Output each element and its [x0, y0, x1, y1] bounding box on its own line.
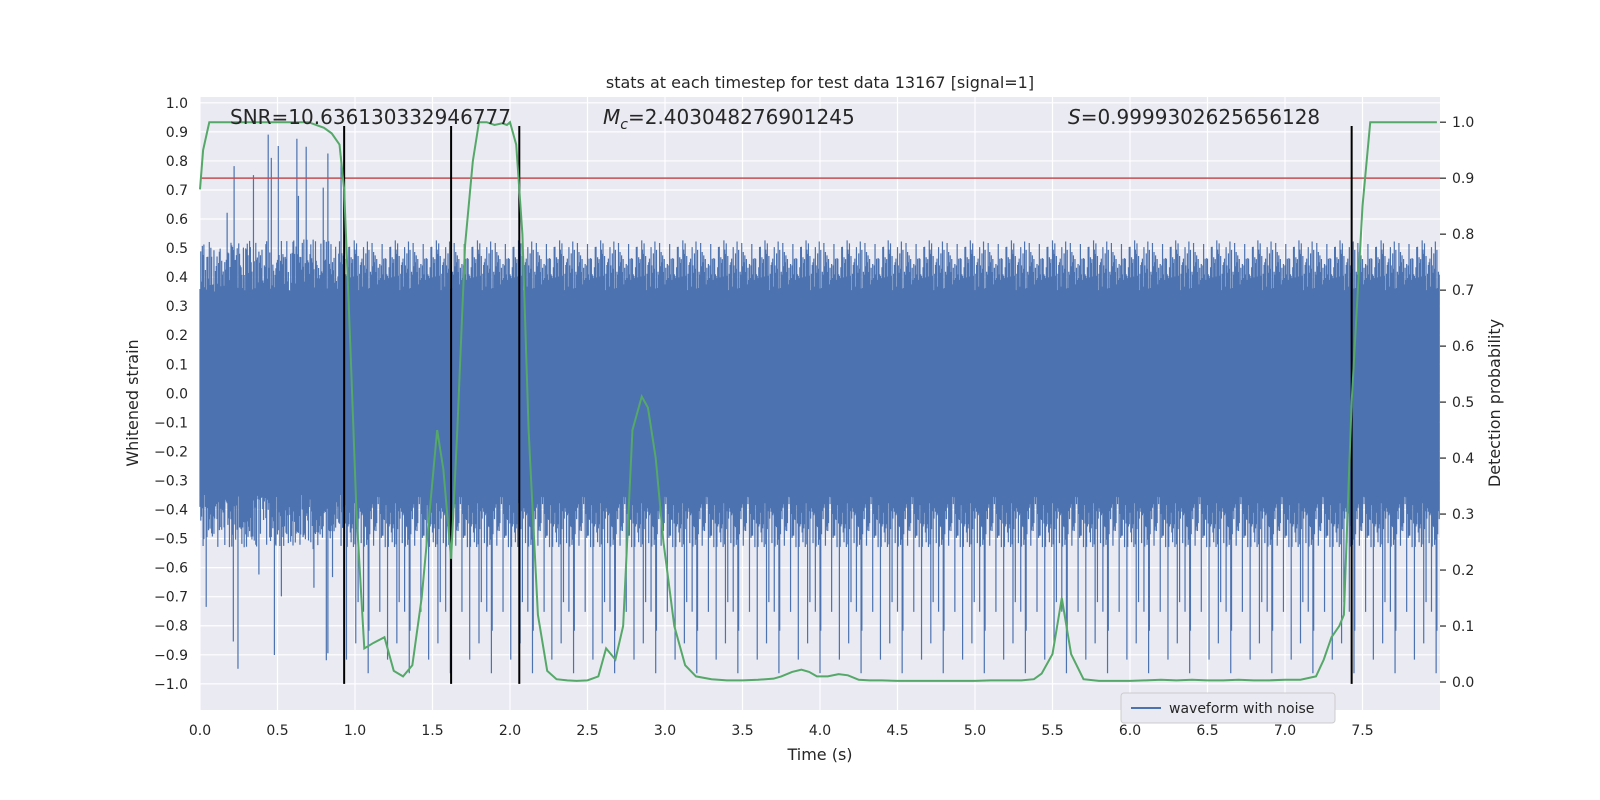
y-tick-label: 0.2 — [166, 328, 188, 344]
s-value: =0.9999302625656128 — [1081, 105, 1320, 129]
right-axis-ticks: 1.0 0.9 0.8 0.7 0.6 0.5 0.4 0.3 0.2 0.1 0.0 — [1440, 115, 1474, 691]
y2-tick-label: 0.1 — [1452, 619, 1474, 635]
x-tick-label: 5.0 — [964, 723, 986, 739]
waveform-series — [199, 134, 1440, 674]
y-tick-label: 0.1 — [166, 357, 188, 373]
y2-tick-label: 0.2 — [1452, 563, 1474, 579]
y-tick-label: 0.5 — [166, 241, 188, 257]
x-tick-label: 5.5 — [1041, 723, 1063, 739]
left-axis-ticks: 1.0 0.9 0.8 0.7 0.6 0.5 0.4 0.3 0.2 0.1 0.0 −0.1 −0.… — [154, 96, 188, 693]
y-tick-label: −0.9 — [154, 648, 188, 664]
mc-value: =2.403048276901245 — [628, 105, 855, 129]
y-tick-label: 0.4 — [166, 270, 188, 286]
x-axis-label: Time (s) — [786, 745, 852, 764]
y-tick-label: 0.3 — [166, 299, 188, 315]
y2-tick-label: 0.4 — [1452, 451, 1474, 467]
x-tick-label: 4.5 — [886, 723, 908, 739]
y-tick-label: 0.8 — [166, 154, 188, 170]
y-tick-label: −0.6 — [154, 561, 188, 577]
mc-symbol: M — [603, 105, 620, 129]
y-tick-label: −0.8 — [154, 619, 188, 635]
legend-label: waveform with noise — [1169, 701, 1314, 717]
y-tick-label: 0.6 — [166, 212, 188, 228]
y-tick-label: −0.5 — [154, 532, 188, 548]
chart-title: stats at each timestep for test data 131… — [606, 73, 1034, 92]
y2-axis-label: Detection probability — [1485, 319, 1504, 487]
detection-probability-line — [199, 120, 1437, 682]
x-tick-label: 0.5 — [266, 723, 288, 739]
x-tick-label: 7.5 — [1351, 723, 1373, 739]
s-annotation: S=0.9999302625656128 — [1068, 105, 1320, 129]
y-tick-label: 0.9 — [166, 125, 188, 141]
x-tick-label: 0.0 — [189, 723, 211, 739]
y2-tick-label: 0.3 — [1452, 507, 1474, 523]
y-tick-label: −1.0 — [154, 677, 188, 693]
x-tick-label: 7.0 — [1274, 723, 1296, 739]
s-symbol: S — [1068, 105, 1081, 129]
x-tick-label: 6.5 — [1196, 723, 1218, 739]
y2-tick-label: 0.0 — [1452, 675, 1474, 691]
x-tick-label: 4.0 — [809, 723, 831, 739]
x-tick-label: 3.5 — [731, 723, 753, 739]
legend-box — [1120, 692, 1336, 724]
x-tick-label: 1.5 — [421, 723, 443, 739]
y2-tick-label: 1.0 — [1452, 115, 1474, 131]
y2-tick-label: 0.8 — [1452, 227, 1474, 243]
y-tick-label: 0.0 — [166, 386, 188, 402]
waveform-core-band — [200, 291, 1434, 496]
y2-tick-label: 0.6 — [1452, 339, 1474, 355]
y2-tick-label: 0.7 — [1452, 283, 1474, 299]
y-tick-label: 0.7 — [166, 183, 188, 199]
y-tick-label: 1.0 — [166, 96, 188, 112]
mc-annotation: Mc=2.403048276901245 — [603, 105, 855, 133]
y-tick-label: −0.4 — [154, 503, 188, 519]
x-tick-label: 2.5 — [576, 723, 598, 739]
x-tick-label: 3.0 — [654, 723, 676, 739]
y-tick-label: −0.7 — [154, 590, 188, 606]
snr-annotation: SNR=10.636130332946777 — [230, 105, 511, 129]
y2-tick-label: 0.5 — [1452, 395, 1474, 411]
y-tick-label: −0.2 — [154, 444, 188, 460]
y-axis-label: Whitened strain — [123, 339, 142, 466]
y-tick-label: −0.1 — [154, 415, 188, 431]
x-tick-label: 1.0 — [344, 723, 366, 739]
legend: waveform with noise — [1120, 692, 1336, 724]
x-tick-label: 2.0 — [499, 723, 521, 739]
mc-subscript: c — [620, 117, 628, 133]
x-axis-ticks: 0.0 0.5 1.0 1.5 2.0 2.5 3.0 3.5 4.0 4.5 5.0 5.5 6.0 6… — [189, 723, 1374, 739]
y2-tick-label: 0.9 — [1452, 171, 1474, 187]
y-tick-label: −0.3 — [154, 473, 188, 489]
detection-probability-series — [199, 120, 1437, 682]
x-tick-label: 6.0 — [1119, 723, 1141, 739]
